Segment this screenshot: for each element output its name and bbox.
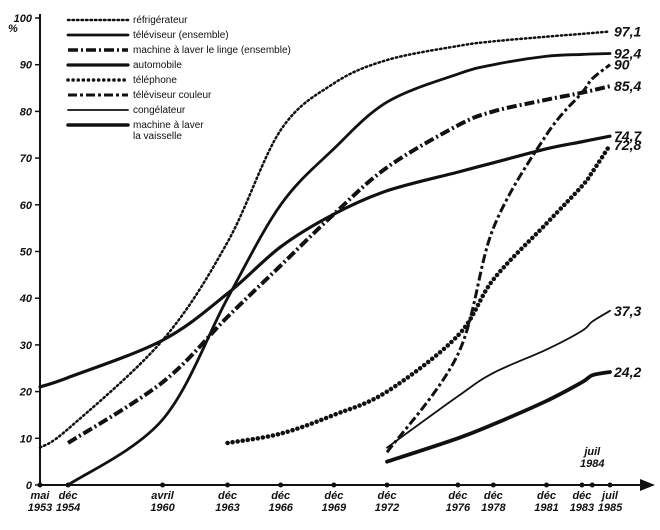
legend-label: machine à laver le linge (ensemble) <box>133 45 291 56</box>
legend-label: automobile <box>133 60 182 71</box>
x-tick-label: déc 1976 <box>446 490 471 514</box>
series-line-6 <box>386 309 611 449</box>
y-tick-label: 40 <box>19 293 33 305</box>
series-line-1 <box>66 52 612 487</box>
series-end-label: 97,1 <box>614 24 641 40</box>
x-tick <box>607 482 613 488</box>
x-tick <box>579 482 585 488</box>
x-tick-label: déc 1969 <box>322 490 347 514</box>
series-end-label: 85,4 <box>614 78 641 94</box>
x-tick-label: déc 1954 <box>56 490 80 514</box>
x-tick-label: juil 1984 <box>580 446 604 470</box>
series-line-3 <box>38 134 612 389</box>
y-tick-label: 30 <box>20 340 33 352</box>
series-line-5 <box>385 63 611 454</box>
series-end-label: 74,7 <box>614 128 642 144</box>
x-tick-label: déc 1966 <box>268 490 293 514</box>
x-tick-label: déc 1983 <box>570 490 594 514</box>
legend-label: téléphone <box>133 75 177 86</box>
y-tick-label: 90 <box>20 60 33 72</box>
series-end-label: 92,4 <box>614 45 641 61</box>
y-tick-label: 0 <box>26 480 33 492</box>
x-tick-label: déc 1963 <box>215 490 239 514</box>
y-unit-label: % <box>8 23 18 35</box>
x-tick <box>455 482 461 488</box>
x-tick <box>384 482 390 488</box>
y-tick-label: 50 <box>20 247 33 259</box>
series-line-7 <box>385 370 612 464</box>
x-tick-label: avril 1960 <box>150 490 175 514</box>
legend-label: téléviseur couleur <box>133 90 212 101</box>
x-tick <box>544 482 550 488</box>
series-end-label: 90 <box>614 57 630 73</box>
series-end-label: 24,2 <box>613 364 641 380</box>
x-tick-label: déc 1981 <box>534 490 558 514</box>
legend-label: congélateur <box>133 105 186 116</box>
x-axis-arrow <box>640 479 655 491</box>
series-line-2 <box>66 84 611 445</box>
x-tick-label: juil 1985 <box>598 490 623 514</box>
x-tick <box>589 482 595 488</box>
legend-label: réfrigérateur <box>133 15 188 26</box>
series-line-4 <box>225 142 613 446</box>
y-tick-label: 100 <box>14 13 33 25</box>
y-tick-label: 10 <box>20 433 33 445</box>
x-tick-label: déc 1978 <box>481 490 506 514</box>
y-tick-label: 80 <box>20 106 33 118</box>
x-tick-label: déc 1972 <box>375 490 399 514</box>
x-tick <box>490 482 496 488</box>
legend-label: machine à laver la vaisselle <box>133 120 204 142</box>
y-tick-label: 20 <box>19 387 33 399</box>
x-tick <box>278 482 284 488</box>
x-tick <box>225 482 231 488</box>
y-tick-label: 70 <box>20 153 33 165</box>
x-tick <box>37 482 43 488</box>
legend-label: téléviseur (ensemble) <box>133 30 229 41</box>
y-tick-label: 60 <box>20 200 33 212</box>
series-line-0 <box>38 30 612 449</box>
x-tick-label: mai 1953 <box>28 490 52 514</box>
series-end-label: 72,8 <box>614 137 641 153</box>
series-end-label: 37,3 <box>614 303 641 319</box>
x-tick <box>331 482 337 488</box>
x-tick <box>160 482 166 488</box>
